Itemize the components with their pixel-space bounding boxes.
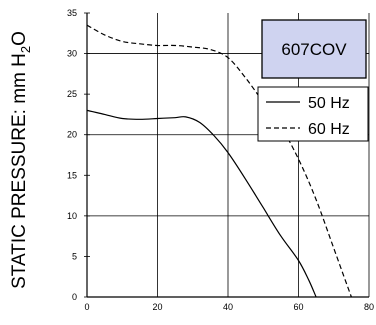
y-tick-label-35: 35 [67, 8, 77, 18]
y-tick-label-15: 15 [67, 170, 77, 180]
y-axis-label: STATIC PRESSURE: mm H2O [9, 31, 33, 289]
y-tick-label-0: 0 [72, 292, 77, 302]
y-tick-label-10: 10 [67, 211, 77, 221]
series-line-60-hz [86, 24, 352, 298]
y-tick-label-25: 25 [67, 89, 77, 99]
y-tick-label-30: 30 [67, 49, 77, 59]
y-tick-label-5: 5 [72, 251, 77, 261]
legend-label-50hz: 50 Hz [308, 95, 350, 112]
y-tick-label-20: 20 [67, 130, 77, 140]
series-lines [86, 24, 352, 298]
model-box: 607COV [261, 19, 367, 79]
x-tick-label-60: 60 [293, 302, 303, 312]
x-tick-label-0: 0 [84, 302, 89, 312]
tick-labels: 0 20 40 60 80 0 5 10 15 20 25 30 35 [67, 8, 374, 312]
series-line-50-hz [86, 109, 317, 298]
x-tick-label-20: 20 [152, 302, 162, 312]
model-label: 607COV [281, 40, 347, 59]
legend: 50 Hz 60 Hz [257, 86, 369, 142]
x-tick-label-80: 80 [364, 302, 374, 312]
x-tick-label-40: 40 [223, 302, 233, 312]
legend-label-60hz: 60 Hz [308, 121, 350, 138]
